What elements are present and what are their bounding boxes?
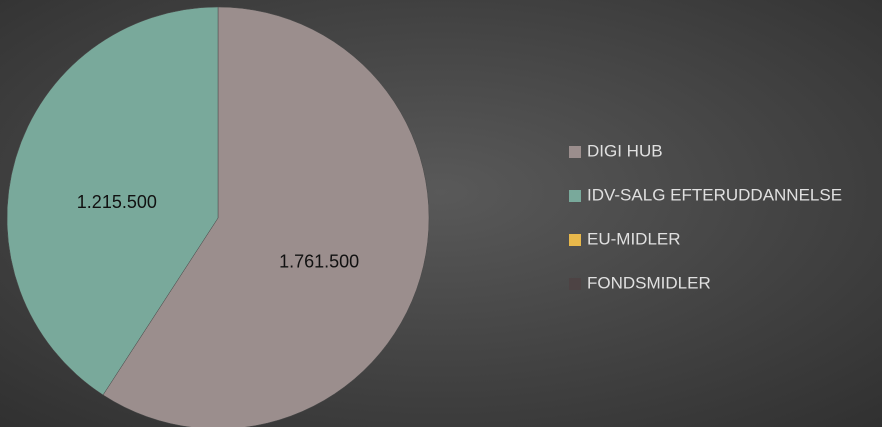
- legend-swatch: [569, 278, 581, 290]
- legend-label: FONDSMIDLER: [587, 273, 711, 292]
- legend-label: EU-MIDLER: [587, 229, 681, 248]
- legend-label: IDV-SALG EFTERUDDANNELSE: [587, 185, 842, 204]
- legend-swatch: [569, 234, 581, 246]
- legend-swatch: [569, 146, 581, 158]
- pie-slice: [6, 6, 219, 396]
- data-label: 1.761.500: [279, 252, 359, 272]
- legend-swatch: [569, 190, 581, 202]
- data-label: 1.215.500: [77, 192, 157, 212]
- legend-label: DIGI HUB: [587, 141, 663, 160]
- pie-slice: [102, 6, 430, 427]
